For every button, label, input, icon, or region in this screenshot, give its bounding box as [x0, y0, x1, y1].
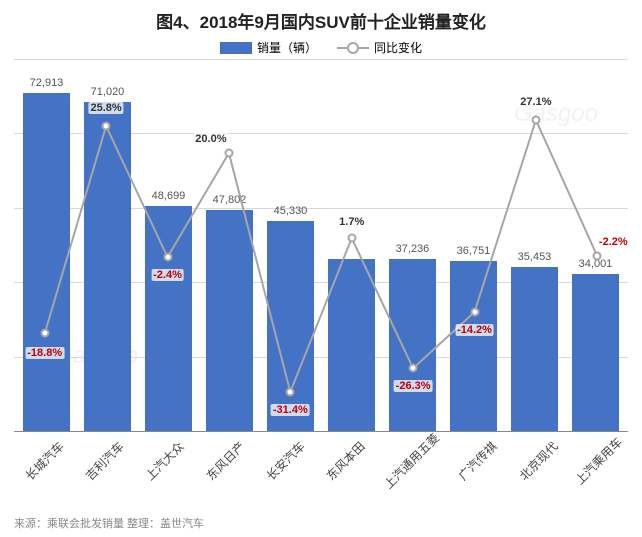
bar: 71,020 [84, 102, 130, 432]
bar: 72,913 [23, 93, 69, 432]
bar-slot [321, 60, 382, 432]
bar: 45,330 [267, 221, 313, 432]
bar-slot: 48,699 [138, 60, 199, 432]
bar-value-label: 47,802 [213, 194, 247, 206]
chart-container: 图4、2018年9月国内SUV前十企业销量变化 销量（辆） 同比变化 Gasgo… [0, 0, 642, 537]
chart-title: 图4、2018年9月国内SUV前十企业销量变化 [0, 0, 642, 37]
legend-line-item: 同比变化 [337, 39, 422, 56]
line-marker [409, 364, 418, 373]
line-value-label: 1.7% [337, 216, 366, 228]
line-value-label: -31.4% [271, 404, 310, 416]
line-value-label: -26.3% [394, 380, 433, 392]
bar-slot: 71,020 [77, 60, 138, 432]
legend: 销量（辆） 同比变化 [0, 37, 642, 60]
x-axis-tick-label: 上汽乘用车 [571, 434, 642, 519]
bar-slot: 47,802 [199, 60, 260, 432]
line-marker [102, 122, 111, 131]
line-marker [593, 252, 602, 261]
x-axis-baseline [14, 431, 628, 432]
bar [328, 259, 374, 432]
line-marker [163, 253, 172, 262]
bar-value-label: 48,699 [152, 190, 186, 202]
legend-bar-item: 销量（辆） [220, 39, 317, 56]
bar: 35,453 [511, 267, 557, 432]
bar-value-label: 45,330 [274, 205, 308, 217]
legend-line-swatch [337, 47, 369, 49]
line-value-label: 20.0% [193, 133, 228, 145]
bar-slot: 36,751 [443, 60, 504, 432]
bar-value-label: 37,236 [396, 243, 430, 255]
bar-value-label: 72,913 [30, 77, 64, 89]
bar: 37,236 [389, 259, 435, 432]
x-axis: 长城汽车吉利汽车上汽大众东风日产长安汽车东风本田上汽通用五菱广汽传祺北京现代上汽… [14, 435, 628, 495]
line-marker [40, 329, 49, 338]
bar: 34,001 [572, 274, 618, 432]
line-value-label: -18.8% [25, 347, 64, 359]
line-value-label: -2.2% [597, 236, 630, 248]
bar-slot: 45,330 [260, 60, 321, 432]
line-marker [470, 308, 479, 317]
footer-source: 来源：乘联会批发销量 整理：盖世汽车 [14, 515, 204, 531]
bar-value-label: 36,751 [457, 245, 491, 257]
bar: 36,751 [450, 261, 496, 432]
legend-bar-swatch [220, 42, 252, 54]
line-value-label: 25.8% [88, 102, 123, 114]
line-marker [347, 234, 356, 243]
bar-slot: 37,236 [382, 60, 443, 432]
line-value-label: 27.1% [518, 96, 553, 108]
bar-slot: 72,913 [16, 60, 77, 432]
line-value-label: -14.2% [455, 324, 494, 336]
plot-area: Gasgoo Gasgoo 72,91371,02048,69947,80245… [14, 60, 628, 450]
bar-value-label: 35,453 [518, 251, 552, 263]
line-marker [286, 388, 295, 397]
bar: 48,699 [145, 206, 191, 432]
bar: 47,802 [206, 210, 252, 432]
line-marker [531, 115, 540, 124]
legend-bar-label: 销量（辆） [257, 39, 317, 56]
legend-line-label: 同比变化 [374, 39, 422, 56]
line-value-label: -2.4% [151, 269, 184, 281]
bar-value-label: 71,020 [91, 86, 125, 98]
line-marker [224, 149, 233, 158]
